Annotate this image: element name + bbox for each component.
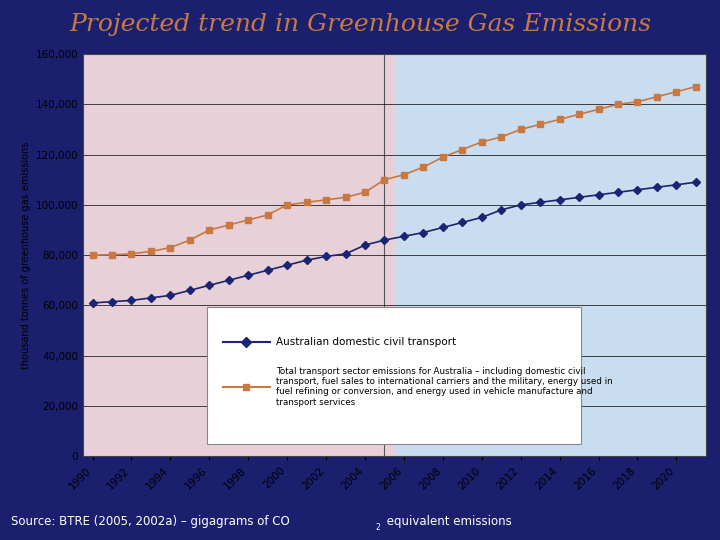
- Text: Australian domestic civil transport: Australian domestic civil transport: [276, 336, 456, 347]
- Text: equivalent emissions: equivalent emissions: [383, 515, 512, 528]
- Polygon shape: [83, 54, 395, 456]
- Text: Projected trend in Greenhouse Gas Emissions: Projected trend in Greenhouse Gas Emissi…: [69, 14, 651, 37]
- FancyBboxPatch shape: [207, 307, 581, 444]
- Text: 2: 2: [376, 523, 381, 532]
- Text: Source: BTRE (2005, 2002a) – gigagrams of CO: Source: BTRE (2005, 2002a) – gigagrams o…: [11, 515, 289, 528]
- Y-axis label: thousand tonnes of greenhouse gas emissions: thousand tonnes of greenhouse gas emissi…: [21, 141, 31, 369]
- Text: Total transport sector emissions for Australia – including domestic civil
transp: Total transport sector emissions for Aus…: [276, 367, 613, 407]
